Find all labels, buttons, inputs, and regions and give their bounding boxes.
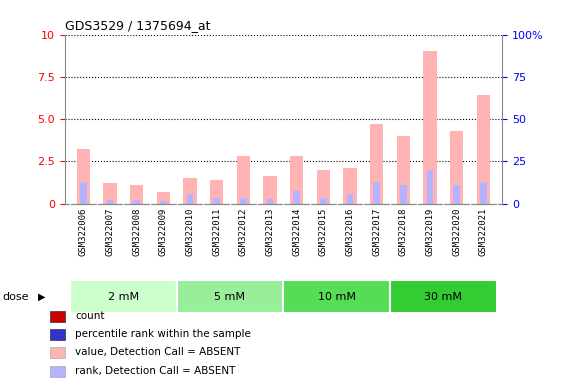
Bar — [177, 280, 283, 313]
Bar — [210, 180, 223, 204]
Text: ▶: ▶ — [38, 291, 45, 302]
Bar — [240, 199, 247, 204]
Text: GSM322017: GSM322017 — [372, 207, 381, 256]
Bar — [316, 170, 330, 204]
Bar — [183, 178, 196, 204]
Bar — [370, 124, 383, 204]
Bar — [157, 192, 170, 204]
Bar — [263, 177, 277, 204]
Text: dose: dose — [3, 291, 29, 302]
Text: GSM322013: GSM322013 — [265, 207, 274, 256]
Bar — [266, 199, 273, 204]
Bar — [80, 182, 86, 204]
Bar — [70, 280, 177, 313]
Bar — [50, 329, 65, 340]
Text: value, Detection Call = ABSENT: value, Detection Call = ABSENT — [75, 348, 241, 358]
Bar — [130, 185, 143, 204]
Bar — [283, 280, 390, 313]
Bar — [450, 131, 463, 204]
Bar — [424, 51, 436, 204]
Text: GSM322014: GSM322014 — [292, 207, 301, 256]
Bar — [50, 366, 65, 376]
Text: GSM322016: GSM322016 — [346, 207, 355, 256]
Bar — [347, 194, 353, 204]
Text: GSM322009: GSM322009 — [159, 207, 168, 256]
Bar — [187, 194, 193, 204]
Bar — [477, 95, 490, 204]
Bar — [343, 168, 357, 204]
Bar — [290, 156, 304, 204]
Bar — [293, 191, 300, 204]
Text: GSM322021: GSM322021 — [479, 207, 488, 256]
Bar — [374, 182, 380, 204]
Bar — [480, 182, 487, 204]
Text: GSM322007: GSM322007 — [105, 207, 114, 256]
Bar — [390, 280, 496, 313]
Text: GDS3529 / 1375694_at: GDS3529 / 1375694_at — [65, 19, 210, 32]
Bar — [453, 185, 460, 204]
Text: count: count — [75, 311, 105, 321]
Bar — [213, 199, 220, 204]
Text: 5 mM: 5 mM — [214, 291, 246, 302]
Text: GSM322015: GSM322015 — [319, 207, 328, 256]
Bar — [397, 136, 410, 204]
Bar — [427, 170, 434, 204]
Text: GSM322012: GSM322012 — [239, 207, 248, 256]
Text: GSM322011: GSM322011 — [212, 207, 221, 256]
Text: GSM322020: GSM322020 — [452, 207, 461, 256]
Bar — [320, 198, 327, 204]
Bar — [160, 201, 167, 204]
Text: 2 mM: 2 mM — [108, 291, 139, 302]
Bar — [50, 347, 65, 358]
Text: 10 mM: 10 mM — [318, 291, 356, 302]
Bar — [400, 185, 407, 204]
Text: GSM322019: GSM322019 — [426, 207, 435, 256]
Bar — [76, 149, 90, 204]
Text: rank, Detection Call = ABSENT: rank, Detection Call = ABSENT — [75, 366, 236, 376]
Text: GSM322010: GSM322010 — [186, 207, 195, 256]
Text: GSM322008: GSM322008 — [132, 207, 141, 256]
Text: 30 mM: 30 mM — [424, 291, 462, 302]
Text: GSM322018: GSM322018 — [399, 207, 408, 256]
Text: GSM322006: GSM322006 — [79, 207, 88, 256]
Bar — [107, 200, 113, 204]
Text: percentile rank within the sample: percentile rank within the sample — [75, 329, 251, 339]
Bar — [237, 156, 250, 204]
Bar — [133, 200, 140, 204]
Bar — [103, 183, 117, 204]
Bar — [50, 311, 65, 322]
